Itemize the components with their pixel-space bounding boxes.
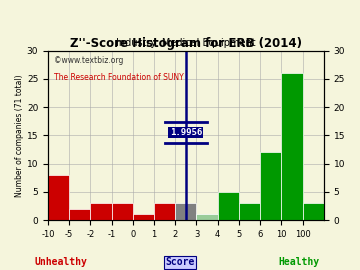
Bar — [175, 203, 197, 220]
Text: Unhealthy: Unhealthy — [35, 257, 87, 267]
Bar — [48, 175, 69, 220]
Text: Industry: Medical Equipment: Industry: Medical Equipment — [116, 38, 256, 48]
Bar — [69, 209, 90, 220]
Bar — [260, 152, 282, 220]
Bar — [282, 73, 302, 220]
Text: Healthy: Healthy — [278, 257, 319, 267]
Bar — [133, 214, 154, 220]
Text: 1.9956: 1.9956 — [170, 128, 202, 137]
Title: Z''-Score Histogram for ERB (2014): Z''-Score Histogram for ERB (2014) — [70, 37, 302, 50]
Y-axis label: Number of companies (71 total): Number of companies (71 total) — [15, 74, 24, 197]
Text: Score: Score — [165, 257, 195, 267]
Bar — [218, 192, 239, 220]
Bar — [90, 203, 112, 220]
Bar — [154, 203, 175, 220]
Text: ©www.textbiz.org: ©www.textbiz.org — [54, 56, 123, 65]
Bar — [197, 214, 218, 220]
Bar — [112, 203, 133, 220]
Text: The Research Foundation of SUNY: The Research Foundation of SUNY — [54, 73, 183, 82]
Bar — [239, 203, 260, 220]
Bar — [302, 203, 324, 220]
